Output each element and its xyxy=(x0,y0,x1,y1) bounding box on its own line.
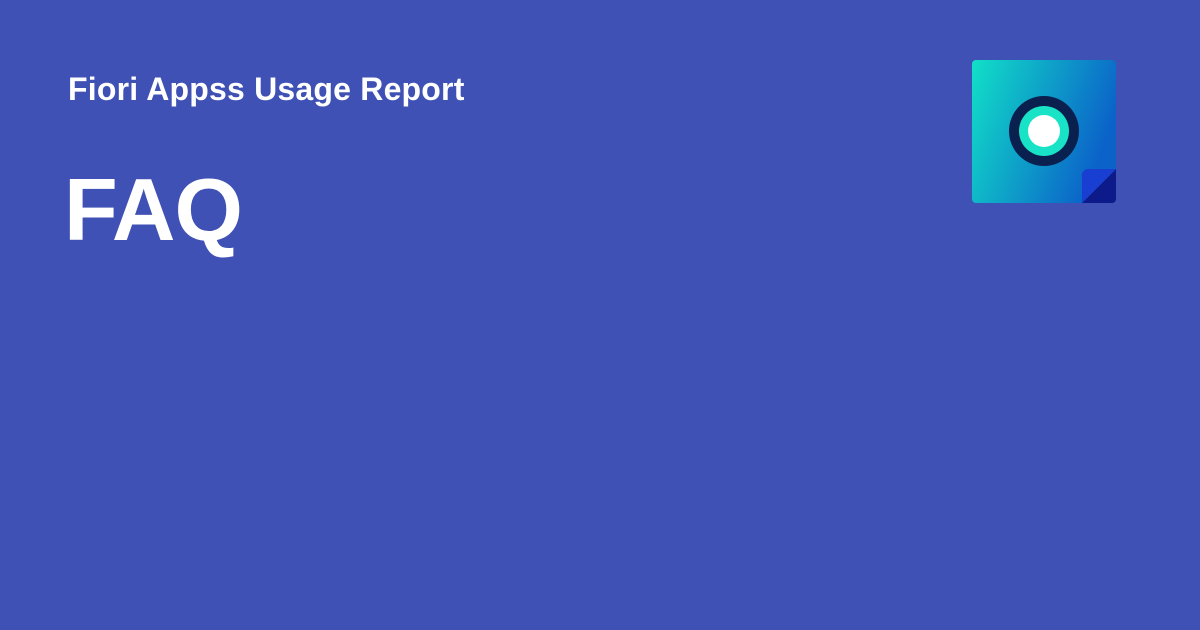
logo-fold-flap xyxy=(1082,169,1116,203)
site-title: Fiori Appss Usage Report xyxy=(68,71,465,107)
app-logo-icon xyxy=(972,60,1116,203)
logo-center-dot xyxy=(1028,115,1060,147)
page-heading: FAQ xyxy=(64,160,243,259)
sticky-note-eye-logo-icon xyxy=(972,60,1116,203)
